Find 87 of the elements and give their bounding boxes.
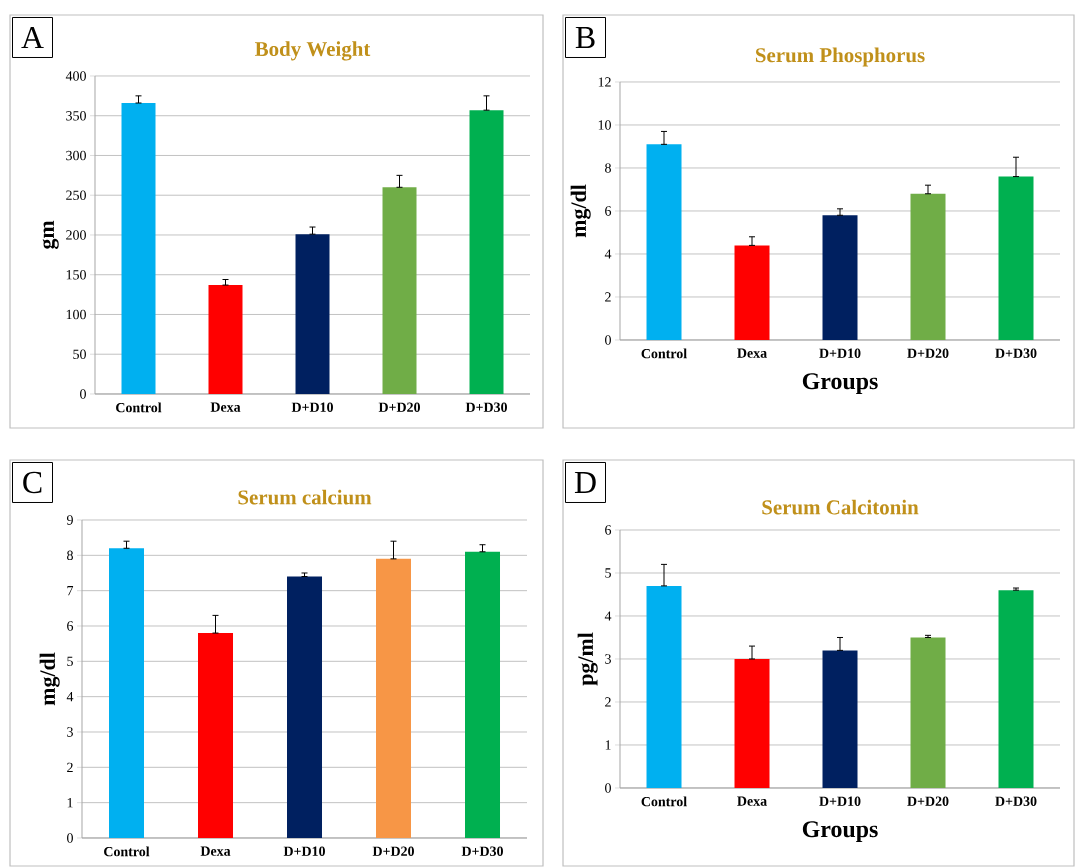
text: B <box>575 27 595 48</box>
y-tick-label: 5 <box>67 656 73 666</box>
x-tick-label: D+D30 <box>465 402 507 412</box>
y-tick-label: 100 <box>66 309 86 320</box>
bar <box>469 110 504 394</box>
x-tick-label: D+D20 <box>907 348 949 358</box>
y-axis-title: mg/dl <box>39 652 60 706</box>
bar <box>646 585 682 788</box>
x-tick-label: Control <box>641 796 687 807</box>
bar <box>465 551 501 838</box>
bar <box>208 285 243 394</box>
y-tick-label: 0 <box>605 783 611 793</box>
bar <box>910 193 946 340</box>
y-tick-label: 2 <box>67 762 73 772</box>
x-tick-label: D+D10 <box>291 402 333 412</box>
y-tick-label: 10 <box>598 120 611 130</box>
bar <box>734 245 770 340</box>
y-tick-label: 6 <box>605 206 612 216</box>
y-tick-label: 400 <box>65 71 86 81</box>
y-tick-label: 7 <box>67 586 74 596</box>
y-tick-label: 3 <box>605 654 611 664</box>
text: C <box>23 471 42 494</box>
y-tick-label: 8 <box>605 163 611 173</box>
text: A <box>21 26 44 49</box>
y-axis-title: gm <box>42 220 59 250</box>
bar <box>822 650 858 788</box>
x-tick-label: D+D10 <box>819 796 861 806</box>
y-tick-label: 1 <box>605 740 611 750</box>
y-tick-label: 2 <box>605 292 611 302</box>
y-tick-label: 8 <box>67 550 73 561</box>
text: D <box>574 472 596 493</box>
y-tick-label: 6 <box>67 621 74 631</box>
y-tick-label: 4 <box>66 692 74 702</box>
x-tick-label: D+D20 <box>907 796 949 806</box>
y-tick-label: 6 <box>605 525 612 535</box>
x-tick-label: D+D30 <box>995 348 1037 358</box>
x-tick-label: Control <box>641 348 687 359</box>
bar <box>646 144 682 340</box>
y-axis-title: mg/dl <box>570 184 591 238</box>
x-tick-label: Dexa <box>200 846 231 856</box>
bar <box>998 176 1034 340</box>
y-tick-label: 0 <box>80 389 86 399</box>
bar <box>382 187 417 394</box>
bar <box>734 658 770 788</box>
y-tick-label: 150 <box>66 270 86 280</box>
y-tick-label: 350 <box>66 111 86 121</box>
y-tick-label: 0 <box>605 335 611 345</box>
y-tick-label: 3 <box>67 727 73 737</box>
y-tick-label: 12 <box>598 77 611 87</box>
y-tick-label: 2 <box>605 697 611 707</box>
bar <box>109 548 145 838</box>
y-axis-title: pg/ml <box>577 632 598 686</box>
x-tick-label: D+D30 <box>995 796 1037 806</box>
chart-title: Serum Calcitonin <box>762 499 919 515</box>
x-tick-label: D+D10 <box>819 348 861 358</box>
chart-title: Body Weight <box>255 41 371 61</box>
bar <box>822 215 858 340</box>
x-tick-label: Dexa <box>737 796 767 806</box>
y-tick-label: 250 <box>66 190 86 200</box>
bar <box>198 633 234 838</box>
x-axis-title: Groups <box>802 821 878 843</box>
x-tick-label: Dexa <box>737 348 767 358</box>
y-tick-label: 9 <box>66 515 73 525</box>
bar <box>295 234 330 394</box>
x-tick-label: D+D20 <box>372 846 414 856</box>
bar <box>376 558 412 838</box>
y-tick-label: 5 <box>605 568 611 578</box>
x-tick-label: D+D30 <box>461 846 503 856</box>
bar <box>287 576 323 838</box>
bar <box>121 103 156 394</box>
x-tick-label: Control <box>104 846 150 857</box>
y-tick-label: 0 <box>67 833 73 843</box>
bar <box>998 590 1034 788</box>
chart-title: Serum Phosphorus <box>755 47 925 67</box>
y-tick-label: 1 <box>67 798 73 808</box>
y-tick-label: 4 <box>604 249 612 259</box>
y-tick-label: 300 <box>66 150 86 161</box>
y-tick-label: 4 <box>604 611 612 621</box>
y-tick-label: 200 <box>66 230 86 240</box>
x-tick-label: Dexa <box>210 402 241 412</box>
x-tick-label: Control <box>116 402 162 413</box>
x-tick-label: D+D20 <box>378 402 420 412</box>
x-tick-label: D+D10 <box>283 846 325 856</box>
y-tick-label: 50 <box>73 349 86 359</box>
bar <box>910 637 946 788</box>
chart-title: Serum calcium <box>238 489 372 505</box>
x-axis-title: Groups <box>802 373 878 395</box>
